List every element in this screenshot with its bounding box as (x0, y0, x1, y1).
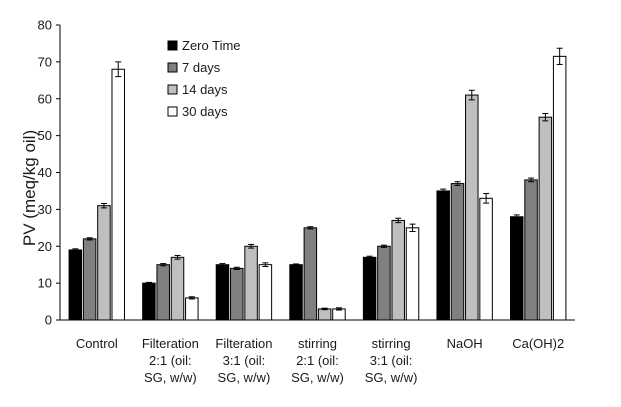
bar (538, 116, 553, 321)
x-category-label-line: stirring (372, 336, 411, 351)
bar (405, 227, 420, 321)
bar (362, 256, 377, 321)
bars (68, 47, 567, 321)
legend-label: 7 days (182, 60, 221, 75)
x-category-label: Filteration 2:1 (oil: SG, w/w) (142, 336, 199, 385)
bar (524, 179, 538, 321)
bar (230, 267, 244, 321)
x-category-label-line: 3:1 (oil: (223, 353, 266, 368)
x-category-label-line: 3:1 (oil: (370, 353, 413, 368)
x-category-label-line: Filteration (215, 336, 272, 351)
bar (317, 308, 332, 321)
bar (479, 197, 493, 321)
x-category-label-line: Control (76, 336, 118, 351)
x-category-label-line: SG, w/w) (218, 370, 271, 385)
x-category-label: Ca(OH)2 (512, 336, 564, 351)
bar (156, 264, 170, 321)
legend: Zero Time 7 days 14 days 30 days (167, 38, 241, 119)
y-tick-label: 30 (38, 202, 52, 217)
x-category-label-line: SG, w/w) (144, 370, 197, 385)
bar (391, 219, 405, 321)
y-tick-label: 60 (38, 91, 52, 106)
x-category-label: stirring 2:1 (oil: SG, w/w) (291, 336, 344, 385)
bar (377, 245, 391, 321)
bar (111, 68, 125, 321)
legend-swatch (167, 40, 178, 51)
y-tick-label: 20 (38, 239, 52, 254)
x-axis: Control Filteration 2:1 (oil: SG, w/w)Filte… (60, 319, 575, 385)
bar (215, 264, 230, 321)
y-tick-label: 0 (45, 313, 52, 328)
y-tick-label: 50 (38, 128, 52, 143)
x-category-label-line: stirring (298, 336, 337, 351)
legend-swatch (167, 62, 178, 73)
bar (68, 249, 83, 321)
legend-swatch (167, 106, 178, 117)
bar (465, 94, 479, 321)
x-category-label-line: Filteration (142, 336, 199, 351)
bar (97, 205, 111, 321)
bar (436, 190, 450, 321)
bar (450, 183, 465, 321)
x-category-label: Control (76, 336, 118, 351)
x-category-label-line: SG, w/w) (365, 370, 418, 385)
bar (142, 282, 156, 321)
x-category-label: Filteration 3:1 (oil: SG, w/w) (215, 336, 272, 385)
legend-swatch (167, 84, 178, 95)
y-axis-label: PV (meq/kg oil) (20, 130, 39, 246)
legend-label: Zero Time (182, 38, 241, 53)
bar (289, 264, 303, 321)
x-category-label-line: SG, w/w) (291, 370, 344, 385)
legend-label: 14 days (182, 82, 228, 97)
bar (82, 238, 97, 321)
x-category-label: NaOH (447, 336, 483, 351)
x-category-label-line: NaOH (447, 336, 483, 351)
bar (258, 264, 273, 321)
x-category-label: stirring 3:1 (oil: SG, w/w) (365, 336, 418, 385)
y-tick-label: 70 (38, 54, 52, 69)
y-tick-label: 10 (38, 276, 52, 291)
bar (552, 55, 567, 321)
y-tick-label: 80 (38, 18, 52, 33)
bar (170, 256, 185, 321)
x-category-label-line: Ca(OH)2 (512, 336, 564, 351)
bar (510, 216, 524, 321)
x-category-label-line: 2:1 (oil: (149, 353, 192, 368)
legend-label: 30 days (182, 104, 228, 119)
x-category-label-line: 2:1 (oil: (296, 353, 339, 368)
y-tick-label: 40 (38, 165, 52, 180)
y-axis: 0 10 20 30 40 50 60 70 80 (38, 18, 61, 328)
bar (244, 245, 258, 321)
bar (185, 297, 199, 321)
bar (303, 227, 318, 321)
bar (332, 308, 346, 321)
